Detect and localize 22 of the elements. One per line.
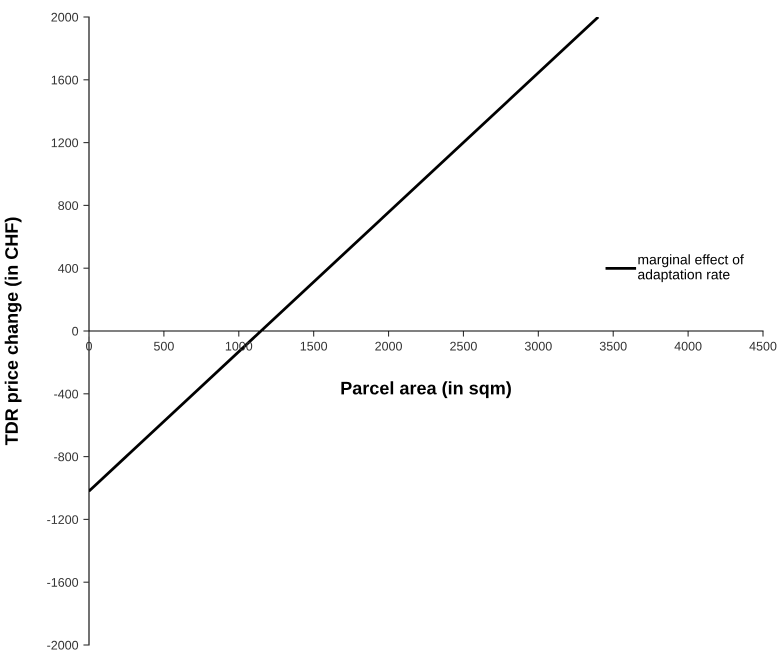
y-tick-label: -1600 [47, 578, 78, 587]
x-tick-label: 3000 [524, 342, 552, 351]
y-tick-label: 2000 [51, 12, 78, 22]
y-tick-label: 1600 [52, 76, 78, 84]
y-tick-label: -1200 [47, 515, 78, 524]
y-tick-label: -400 [54, 390, 78, 398]
legend-label: marginal effect of adaptation rate [638, 254, 744, 282]
y-tick-label: 800 [58, 201, 78, 210]
y-tick-label: 400 [58, 264, 78, 273]
x-tick-label: 2500 [450, 342, 477, 351]
y-axis-title: TDR price change (in CHF) [4, 218, 22, 446]
x-tick-label: 1500 [300, 342, 328, 351]
x-tick-label: 3500 [600, 342, 627, 351]
y-tick-label: 1200 [52, 138, 78, 148]
x-tick-label: 500 [154, 342, 174, 351]
y-tick-label: -800 [54, 452, 78, 462]
x-axis-title: Parcel area (in sqm) [341, 381, 511, 398]
x-tick-label: 4000 [674, 342, 702, 351]
x-tick-label: 2000 [375, 342, 402, 351]
x-tick-label: 4500 [749, 342, 776, 351]
y-tick-label: -2000 [47, 640, 78, 650]
y-tick-label: 0 [72, 326, 78, 336]
